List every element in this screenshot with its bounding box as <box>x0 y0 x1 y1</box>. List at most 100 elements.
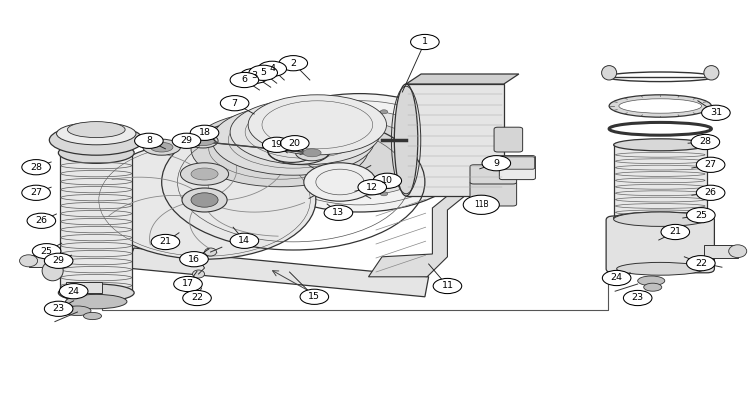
Circle shape <box>190 125 219 140</box>
Circle shape <box>32 244 61 259</box>
Ellipse shape <box>230 99 381 165</box>
Text: 16: 16 <box>188 255 200 264</box>
Circle shape <box>307 151 314 155</box>
Text: 29: 29 <box>180 136 193 145</box>
Ellipse shape <box>614 212 707 224</box>
Ellipse shape <box>191 136 215 146</box>
Text: 13: 13 <box>332 208 344 217</box>
Circle shape <box>191 193 218 207</box>
Ellipse shape <box>188 134 218 148</box>
Ellipse shape <box>143 139 180 155</box>
Text: 20: 20 <box>289 139 301 148</box>
Ellipse shape <box>394 84 418 196</box>
Circle shape <box>433 278 462 294</box>
FancyBboxPatch shape <box>470 181 517 206</box>
Circle shape <box>687 256 715 271</box>
Ellipse shape <box>65 294 127 309</box>
Circle shape <box>279 56 308 71</box>
Ellipse shape <box>304 163 376 201</box>
Text: 24: 24 <box>611 274 623 282</box>
Circle shape <box>22 160 50 175</box>
Text: 22: 22 <box>695 259 707 268</box>
Text: 27: 27 <box>705 160 717 169</box>
Text: 23: 23 <box>53 304 65 313</box>
Ellipse shape <box>617 262 704 275</box>
Ellipse shape <box>64 306 91 316</box>
Ellipse shape <box>205 248 217 256</box>
Ellipse shape <box>42 261 63 281</box>
Ellipse shape <box>644 283 662 291</box>
Text: 31: 31 <box>710 108 722 117</box>
Circle shape <box>182 188 227 212</box>
Circle shape <box>381 110 388 114</box>
Ellipse shape <box>619 99 702 113</box>
Ellipse shape <box>174 135 199 146</box>
Text: 26: 26 <box>35 216 47 225</box>
Circle shape <box>691 134 720 150</box>
Ellipse shape <box>638 276 665 286</box>
Bar <box>66 282 102 293</box>
Ellipse shape <box>609 95 711 117</box>
Circle shape <box>373 173 402 188</box>
Ellipse shape <box>179 137 194 144</box>
Bar <box>704 245 738 258</box>
Circle shape <box>280 136 309 151</box>
Text: 28: 28 <box>699 138 711 146</box>
Text: 14: 14 <box>238 236 250 245</box>
Text: 21: 21 <box>669 228 681 236</box>
Text: 25: 25 <box>695 211 707 220</box>
Circle shape <box>44 301 73 316</box>
Text: 11: 11 <box>441 282 453 290</box>
Circle shape <box>180 252 208 267</box>
Ellipse shape <box>191 168 218 180</box>
Text: 27: 27 <box>30 188 42 197</box>
FancyBboxPatch shape <box>500 157 535 169</box>
Circle shape <box>623 290 652 306</box>
Bar <box>60 153 132 293</box>
Circle shape <box>249 65 277 80</box>
Circle shape <box>258 61 287 76</box>
Text: 25: 25 <box>41 247 53 256</box>
Ellipse shape <box>602 66 617 80</box>
Bar <box>29 255 62 267</box>
Circle shape <box>331 192 338 196</box>
Circle shape <box>302 122 417 184</box>
Ellipse shape <box>191 111 368 187</box>
Circle shape <box>358 180 387 195</box>
Text: 3: 3 <box>251 72 257 80</box>
Text: 17: 17 <box>182 280 194 288</box>
Ellipse shape <box>699 259 714 269</box>
Ellipse shape <box>193 270 205 278</box>
Circle shape <box>687 208 715 223</box>
Circle shape <box>93 141 316 259</box>
Text: 21: 21 <box>159 238 171 246</box>
Polygon shape <box>406 74 519 84</box>
Polygon shape <box>126 248 429 297</box>
Circle shape <box>183 290 211 306</box>
Text: 9: 9 <box>493 159 499 168</box>
Circle shape <box>702 105 730 120</box>
Circle shape <box>230 72 259 88</box>
Polygon shape <box>406 84 504 196</box>
FancyBboxPatch shape <box>499 156 535 180</box>
Polygon shape <box>368 181 465 277</box>
Text: 12: 12 <box>366 183 378 192</box>
Circle shape <box>411 34 439 50</box>
Text: 18: 18 <box>199 128 211 137</box>
Circle shape <box>279 110 440 196</box>
Ellipse shape <box>248 95 387 155</box>
Bar <box>614 145 707 218</box>
FancyBboxPatch shape <box>494 127 523 152</box>
Ellipse shape <box>296 145 329 161</box>
Circle shape <box>262 137 291 152</box>
Text: 10: 10 <box>381 176 393 185</box>
Circle shape <box>331 110 338 114</box>
Circle shape <box>240 68 268 84</box>
Text: 7: 7 <box>232 99 238 108</box>
Text: 19: 19 <box>271 140 283 149</box>
Ellipse shape <box>59 284 134 302</box>
Circle shape <box>381 192 388 196</box>
Text: 5: 5 <box>260 68 266 77</box>
Ellipse shape <box>303 149 321 157</box>
Circle shape <box>22 185 50 200</box>
